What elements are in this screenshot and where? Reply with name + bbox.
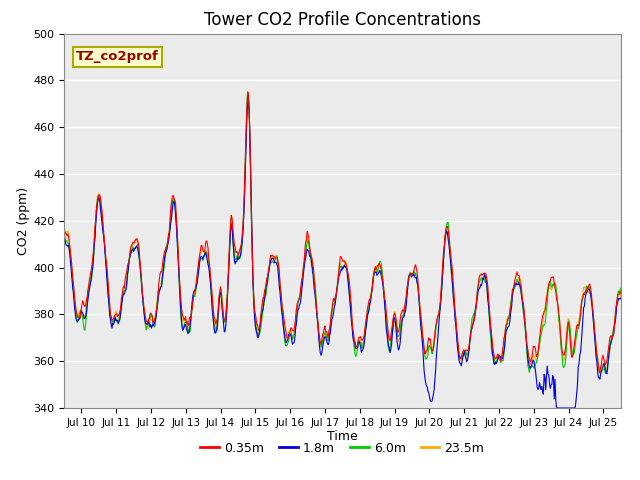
23.5m (244, 89, 252, 95)
Line: 23.5m: 23.5m (64, 92, 621, 369)
23.5m (428, 345, 435, 350)
6.0m (184, 329, 192, 335)
6.0m (127, 251, 135, 256)
Y-axis label: CO2 (ppm): CO2 (ppm) (17, 187, 30, 255)
6.0m (244, 89, 252, 95)
0.35m (60, 225, 68, 230)
6.0m (214, 326, 221, 332)
23.5m (411, 270, 419, 276)
6.0m (428, 346, 435, 351)
23.5m (60, 234, 68, 240)
23.5m (214, 317, 221, 323)
Line: 0.35m: 0.35m (64, 93, 621, 372)
1.8m (428, 398, 435, 404)
0.35m (70, 288, 78, 294)
1.8m (60, 235, 68, 240)
6.0m (70, 292, 78, 298)
6.0m (602, 371, 610, 376)
X-axis label: Time: Time (327, 431, 358, 444)
1.8m (184, 331, 192, 336)
1.8m (127, 249, 135, 254)
Legend: 0.35m, 1.8m, 6.0m, 23.5m: 0.35m, 1.8m, 6.0m, 23.5m (195, 437, 490, 460)
1.8m (244, 95, 252, 101)
1.8m (214, 322, 221, 328)
0.35m (214, 316, 221, 322)
0.35m (617, 290, 625, 296)
0.35m (411, 264, 419, 269)
1.8m (553, 405, 561, 411)
0.35m (428, 344, 435, 350)
23.5m (70, 293, 78, 299)
Line: 1.8m: 1.8m (64, 98, 621, 408)
0.35m (244, 90, 252, 96)
23.5m (127, 243, 135, 249)
Line: 6.0m: 6.0m (64, 92, 621, 373)
6.0m (617, 285, 625, 291)
23.5m (617, 293, 625, 299)
Title: Tower CO2 Profile Concentrations: Tower CO2 Profile Concentrations (204, 11, 481, 29)
6.0m (60, 238, 68, 243)
0.35m (184, 321, 192, 327)
23.5m (184, 323, 192, 329)
Text: TZ_co2prof: TZ_co2prof (76, 50, 159, 63)
1.8m (617, 295, 625, 301)
0.35m (596, 370, 604, 375)
23.5m (602, 366, 609, 372)
0.35m (127, 242, 135, 248)
1.8m (70, 299, 78, 304)
1.8m (411, 274, 419, 280)
6.0m (411, 271, 419, 277)
